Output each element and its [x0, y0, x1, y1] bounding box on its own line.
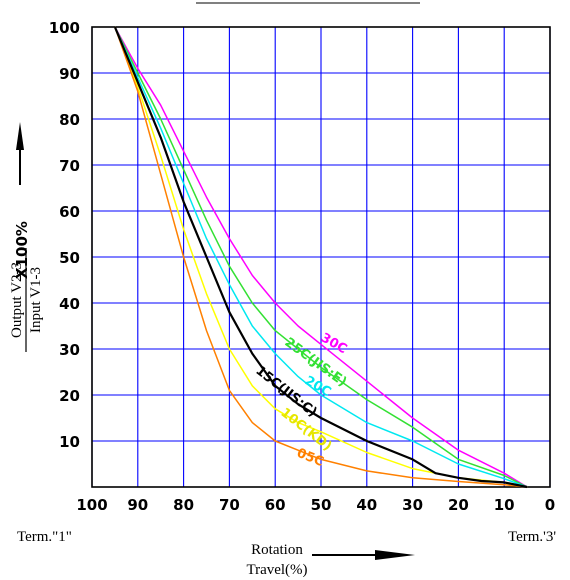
series-line-30c: [114, 26, 528, 488]
y-label-numerator: Output V2-3: [9, 262, 25, 338]
x-label-line1: Rotation: [251, 542, 303, 558]
y-arrow-icon: [16, 122, 24, 185]
x-tick-label: 50: [311, 496, 332, 514]
y-tick-label: 10: [59, 433, 80, 451]
x-tick-label: 0: [545, 496, 555, 514]
x-tick-label: 30: [402, 496, 423, 514]
y-tick-labels: 10 20 30 40 50 60 70 80 90 100: [49, 19, 80, 451]
x-arrow-icon: [312, 550, 415, 560]
x-tick-label: 90: [127, 496, 148, 514]
y-tick-label: 20: [59, 387, 80, 405]
curve-label-30c: 30C: [318, 330, 349, 357]
y-tick-label: 40: [59, 295, 80, 313]
y-tick-label: 70: [59, 157, 80, 175]
plot-frame: [91, 26, 551, 488]
left-term-label: Term."1": [17, 529, 72, 545]
grid: [91, 2, 551, 488]
y-label-multiplier: X100%: [13, 221, 31, 279]
y-tick-label: 100: [49, 19, 80, 37]
series-group: [113, 26, 528, 489]
series-line-25cjise: [114, 26, 528, 488]
y-axis-label: Output V2-3 Input V1-3: [9, 248, 44, 352]
y-tick-label: 60: [59, 203, 80, 221]
x-tick-labels: 100 90 80 70 60 50 40 30 20 10 0: [76, 496, 555, 514]
y-label-denominator: Input V1-3: [28, 267, 44, 333]
x-tick-label: 100: [76, 496, 107, 514]
x-label-line2: Travel(%): [246, 562, 307, 578]
x-tick-label: 60: [265, 496, 286, 514]
series-line-05c: [114, 26, 528, 488]
right-term-label: Term.'3': [508, 529, 556, 545]
x-tick-label: 10: [494, 496, 515, 514]
y-tick-label: 80: [59, 111, 80, 129]
y-tick-label: 50: [59, 249, 80, 267]
series-line-15cjisc: [113, 26, 528, 489]
x-tick-label: 40: [356, 496, 377, 514]
x-tick-label: 70: [219, 496, 240, 514]
x-tick-label: 80: [173, 496, 194, 514]
y-tick-label: 30: [59, 341, 80, 359]
x-tick-label: 20: [448, 496, 469, 514]
series-line-20c: [114, 26, 528, 488]
y-tick-label: 90: [59, 65, 80, 83]
